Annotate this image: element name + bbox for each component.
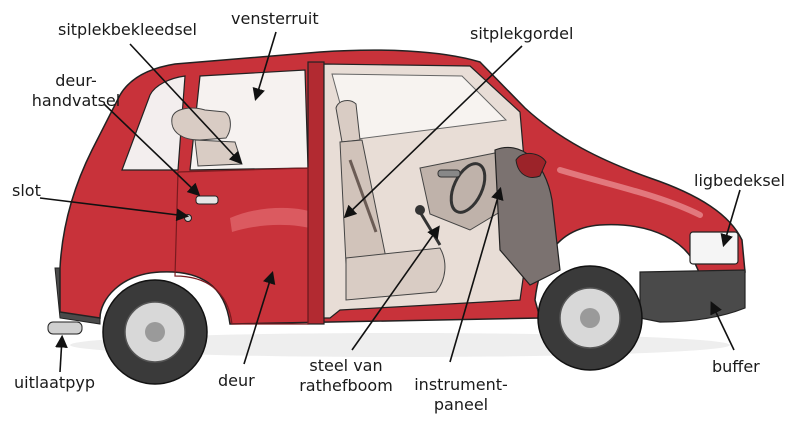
arrow-ligbedeksel (720, 189, 741, 248)
front-hub (580, 308, 600, 328)
label-buffer: buffer (712, 357, 760, 376)
front-bumper (639, 269, 746, 323)
front-seat-cushion (345, 247, 446, 301)
arrow-uitlaatpyp (55, 334, 68, 373)
b-pillar (307, 61, 325, 325)
arrow-sitplekbekleedsel (129, 43, 243, 165)
arrow-vensterruit (252, 31, 277, 102)
seatbelt-strap (348, 159, 378, 233)
arrow-deur (243, 270, 276, 365)
headlight (689, 231, 739, 265)
body-highlight (230, 207, 320, 232)
label-deur: deur (218, 371, 255, 390)
arrow-instrumentpaneel (449, 186, 504, 363)
steering-wheel (449, 162, 487, 214)
label-instrumentpaneel-line1: instrument- (414, 375, 508, 394)
rear-door-handle (195, 195, 219, 205)
arrow-slot (39, 197, 190, 222)
arrow-buffer (710, 301, 735, 351)
label-slot: slot (12, 181, 41, 200)
door-handle-interior (437, 169, 461, 178)
front-seat-headrest (335, 100, 361, 143)
rear-seat-headrest (171, 107, 231, 141)
rear-door-outline (174, 167, 309, 325)
label-vensterruit: vensterruit (231, 9, 319, 28)
label-deurhandvatsel-line2: handvatsel (31, 91, 121, 110)
rear-seat-back (194, 139, 243, 167)
rear-hub (145, 322, 165, 342)
rear-quarter-window (121, 75, 186, 171)
side-mirror (515, 153, 547, 178)
arrow-sitplekgordel (343, 45, 523, 219)
label-sitplekbekleedsel: sitplekbekleedsel (58, 20, 197, 39)
label-steel-line1: steel van (309, 356, 383, 375)
label-sitplekgordel: sitplekgordel (470, 24, 574, 43)
hood-highlight (557, 167, 703, 218)
label-ligbedeksel: ligbedeksel (694, 171, 785, 190)
label-instrumentpaneel-line2: paneel (433, 395, 489, 414)
exhaust-pipe (47, 321, 83, 335)
label-deurhandvatsel-line1: deur- (55, 71, 97, 90)
label-uitlaatpyp: uitlaatpyp (14, 373, 95, 392)
gear-knob (415, 205, 425, 215)
arrow-steel (351, 225, 440, 351)
label-steel-line2: rathefboom (299, 376, 393, 395)
arrow-deurhandvatsel (103, 103, 201, 197)
